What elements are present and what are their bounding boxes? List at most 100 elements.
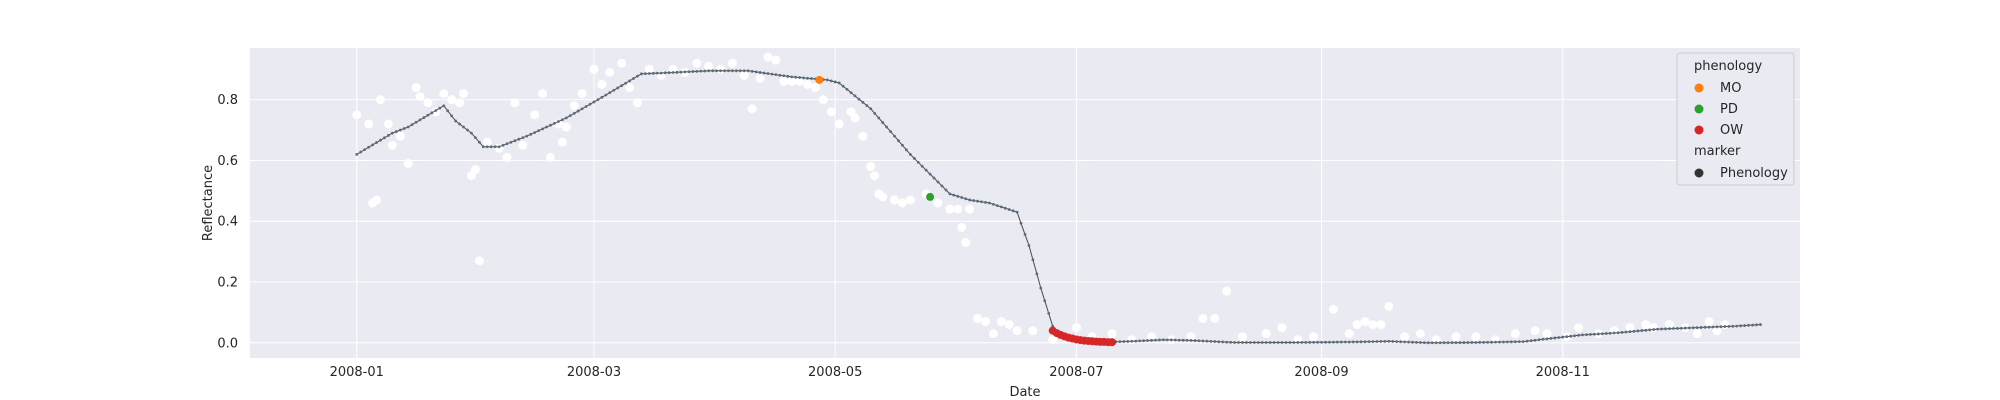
smoothed-point — [932, 176, 936, 180]
observation-point — [538, 89, 548, 99]
observation-point — [644, 64, 654, 74]
observation-point — [447, 95, 457, 105]
smoothed-point — [1169, 338, 1173, 342]
observation-point — [988, 329, 998, 339]
smoothed-point — [497, 145, 501, 149]
smoothed-point — [541, 127, 545, 131]
smoothed-point — [1644, 328, 1648, 332]
observation-point — [965, 204, 975, 214]
smoothed-point — [952, 193, 956, 197]
smoothed-point — [1581, 333, 1584, 337]
smoothed-point — [1209, 339, 1213, 343]
smoothed-point — [359, 150, 363, 154]
smoothed-point — [521, 136, 525, 140]
observation-point — [834, 119, 844, 129]
observation-point — [1704, 317, 1714, 327]
observation-point — [577, 89, 587, 99]
observation-point — [870, 171, 880, 181]
observation-point — [810, 83, 820, 93]
observation-point — [866, 162, 876, 172]
observation-point — [771, 55, 781, 65]
smoothed-point — [1154, 338, 1157, 342]
observation-point — [716, 64, 726, 74]
smoothed-point — [1632, 329, 1636, 333]
smoothed-point — [1727, 324, 1731, 328]
smoothed-point — [553, 121, 556, 125]
smoothed-point — [1399, 340, 1403, 344]
smoothed-point — [1672, 327, 1675, 330]
smoothed-point — [1339, 340, 1343, 344]
smoothed-point — [1150, 338, 1153, 342]
smoothed-point — [1233, 341, 1236, 344]
smoothed-point — [505, 142, 509, 146]
smoothed-point — [1118, 340, 1122, 344]
smoothed-point — [489, 145, 493, 149]
smoothed-point — [1541, 337, 1545, 341]
smoothed-point — [960, 196, 964, 199]
smoothed-point — [1434, 341, 1438, 345]
observation-point — [372, 195, 382, 205]
smoothed-point — [940, 184, 944, 188]
smoothed-point — [394, 130, 398, 133]
legend-box — [1676, 52, 1795, 186]
smoothed-point — [1612, 331, 1616, 335]
smoothed-point — [849, 91, 853, 95]
smoothed-point — [988, 201, 991, 205]
smoothed-point — [1525, 339, 1529, 343]
smoothed-point — [1237, 341, 1240, 344]
smoothed-point — [533, 131, 537, 134]
smoothed-point — [1711, 325, 1715, 329]
observation-point — [1222, 286, 1232, 296]
smoothed-point — [1142, 339, 1146, 343]
y-tick-label: 0.0 — [217, 336, 238, 351]
smoothed-point — [1454, 341, 1458, 345]
smoothed-point — [1027, 244, 1031, 247]
smoothed-point — [758, 71, 762, 74]
smoothed-point — [912, 156, 916, 160]
smoothed-point — [509, 140, 513, 144]
smoothed-point — [651, 71, 655, 75]
smoothed-point — [786, 74, 790, 78]
legend-swatch-pd — [1694, 104, 1704, 114]
legend: phenology MO PD OW marker Phenology — [1676, 52, 1795, 186]
observation-point — [996, 317, 1006, 327]
smoothed-point — [537, 129, 541, 133]
smoothed-point — [999, 205, 1003, 209]
smoothed-point — [924, 168, 928, 172]
smoothed-point — [481, 145, 485, 149]
smoothed-point — [1347, 340, 1351, 344]
smoothed-point — [1502, 340, 1505, 344]
smoothed-point — [1126, 340, 1130, 343]
smoothed-point — [904, 148, 908, 152]
smoothed-point — [746, 69, 750, 73]
smoothed-point — [363, 148, 367, 152]
smoothed-point — [454, 119, 458, 123]
smoothed-point — [1660, 327, 1664, 331]
observation-point — [1376, 320, 1386, 330]
observation-point — [1127, 335, 1137, 345]
smoothed-point — [450, 114, 454, 118]
smoothed-point — [1498, 340, 1501, 344]
smoothed-point — [699, 69, 703, 73]
x-tick-label: 2008-09 — [1294, 365, 1348, 380]
smoothed-point — [1600, 332, 1604, 336]
smoothed-point — [383, 136, 386, 140]
smoothed-point — [976, 199, 979, 203]
observation-point — [364, 119, 374, 129]
smoothed-point — [1608, 331, 1612, 335]
smoothed-point — [1458, 341, 1462, 345]
smoothed-point — [1205, 339, 1209, 343]
observation-point — [1384, 301, 1394, 311]
phenology-points — [815, 75, 1116, 347]
smoothed-point — [1513, 340, 1517, 344]
smoothed-point — [1596, 332, 1600, 336]
smoothed-point — [1759, 323, 1762, 326]
observation-point — [375, 95, 385, 105]
observation-point — [625, 83, 635, 93]
smoothed-point — [1015, 210, 1019, 214]
smoothed-point — [1679, 326, 1683, 330]
smoothed-point — [1173, 338, 1177, 342]
x-tick-label: 2008-01 — [330, 365, 384, 380]
smoothed-point — [1387, 339, 1391, 343]
smoothed-point — [916, 160, 920, 164]
